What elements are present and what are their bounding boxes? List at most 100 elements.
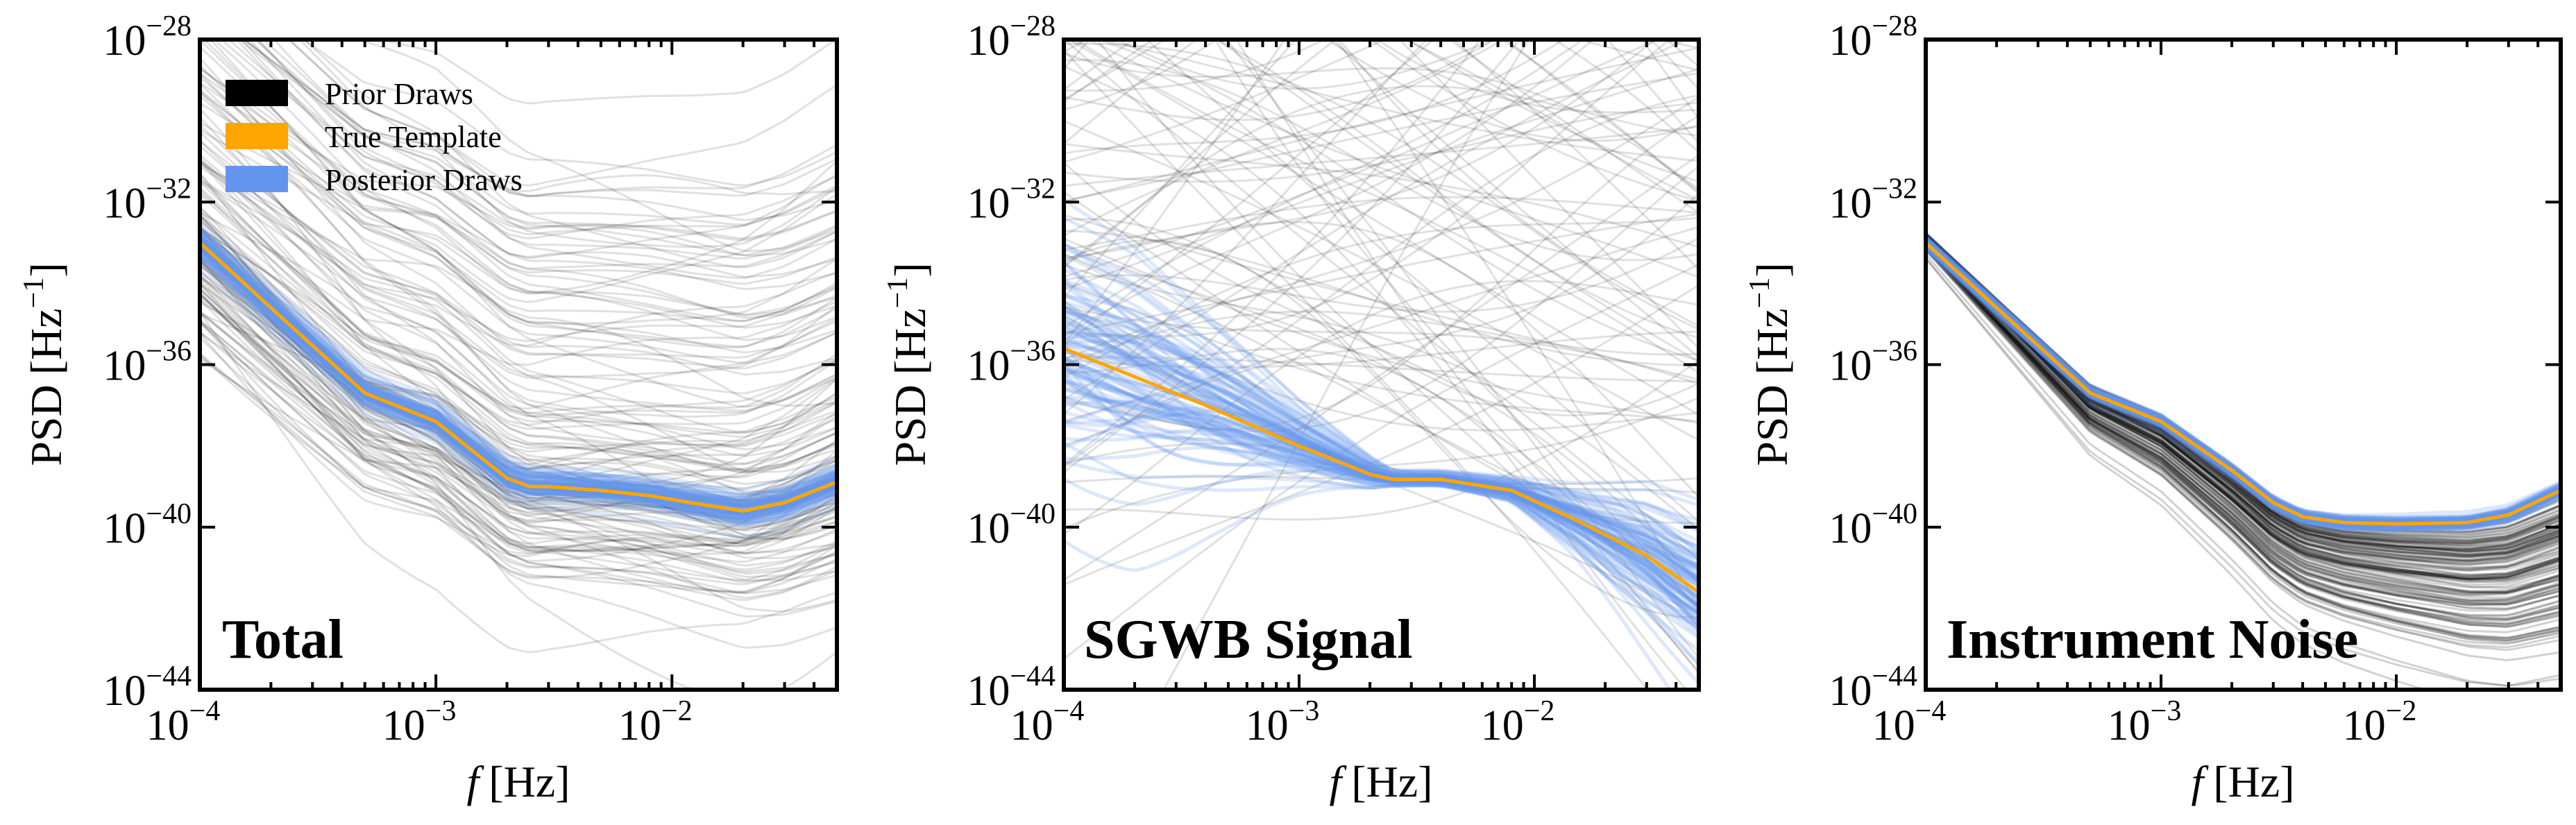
posterior-draw-line	[1926, 246, 2561, 532]
prior-draw-line	[200, 227, 837, 466]
posterior-draw-line	[1064, 396, 1699, 621]
posterior-draw-line	[1064, 400, 1699, 613]
panel-label: Total	[222, 609, 344, 670]
posterior-draw-line	[1064, 371, 1699, 609]
prior-draw-line	[1926, 233, 2561, 550]
y-tick-label: 10−36	[967, 336, 1056, 390]
prior-draw-line	[1064, 310, 1699, 366]
prior-draw-line	[1064, 40, 1507, 237]
y-tick-label: 10−28	[103, 10, 192, 65]
posterior-draw-line	[200, 250, 837, 521]
y-axis-label-text: PSD	[22, 384, 71, 466]
prior-draw-line	[200, 91, 837, 474]
prior-draw-line	[1926, 234, 2561, 545]
prior-draw-line	[200, 191, 837, 366]
prior-draw-line	[1064, 40, 1595, 337]
prior-draw-line	[1064, 0, 1699, 24]
y-axis-label-text: PSD	[1747, 384, 1797, 466]
prior-draw-line	[1064, 330, 1699, 368]
prior-draw-line	[200, 212, 837, 541]
prior-draw-line	[200, 337, 837, 595]
prior-draw-line	[1926, 234, 2561, 552]
prior-draw-line	[200, 260, 837, 567]
true-template-layer	[1926, 241, 2561, 526]
posterior-draw-line	[1926, 249, 2561, 534]
prior-draw-line	[1926, 235, 2561, 536]
posterior-draw-line	[1064, 349, 1699, 586]
posterior-draw-line	[1064, 373, 1699, 622]
prior-draw-line	[1926, 239, 2561, 578]
posterior-draw-line	[200, 227, 837, 496]
posterior-draw-line	[1064, 321, 1699, 570]
prior-draw-line	[1096, 40, 1699, 162]
posterior-draw-line	[1926, 239, 2561, 523]
posterior-draw-line	[1064, 410, 1699, 633]
posterior-draws-layer	[1926, 231, 2561, 534]
prior-draw-line	[1064, 40, 1429, 415]
posterior-draw-line	[1064, 365, 1699, 609]
prior-draw-line	[1926, 235, 2561, 569]
posterior-draw-line	[1064, 380, 1699, 614]
posterior-draw-line	[1064, 242, 1699, 528]
prior-draw-line	[200, 331, 837, 579]
axis-ticks: 10−44 10−40 10−36 10−32 10−28 10−4 10−3 10−2	[103, 10, 838, 749]
prior-draw-line	[1926, 244, 2561, 628]
prior-draw-line	[200, 309, 837, 602]
prior-draw-line	[1926, 245, 2561, 602]
posterior-draw-line	[200, 268, 837, 539]
posterior-draw-line	[1926, 248, 2561, 531]
y-tick-label: 10−36	[103, 336, 192, 390]
posterior-draw-line	[200, 248, 837, 519]
posterior-draw-line	[1064, 368, 1699, 608]
prior-draw-line	[200, 160, 837, 407]
prior-draw-line	[200, 320, 837, 541]
posterior-draw-line	[1064, 378, 1699, 617]
prior-draw-line	[1064, 0, 1699, 26]
posterior-draw-line	[1064, 306, 1699, 568]
y-axis-label-unit: [Hz	[1747, 308, 1797, 375]
prior-draw-line	[200, 173, 837, 474]
prior-draw-line	[248, 40, 837, 260]
y-tick-label: 10−32	[967, 173, 1056, 227]
posterior-draw-line	[200, 253, 837, 525]
posterior-draw-line	[1064, 396, 1699, 615]
prior-draw-line	[1064, 162, 1699, 584]
posterior-draw-line	[200, 228, 837, 497]
prior-draw-line	[1926, 234, 2561, 556]
prior-draw-line	[1926, 253, 2561, 688]
prior-draw-line	[200, 237, 837, 541]
prior-draw-line	[1926, 241, 2561, 593]
posterior-draw-line	[1926, 247, 2561, 531]
prior-draw-line	[1926, 235, 2561, 550]
prior-draw-line	[1085, 40, 1699, 279]
prior-draw-line	[1926, 234, 2561, 540]
prior-draw-line	[200, 227, 837, 457]
prior-draw-line	[1096, 40, 1699, 362]
prior-draw-line	[1064, 40, 1585, 329]
y-axis-label: PSD [Hz−1]	[1744, 262, 1797, 466]
prior-draw-line	[1064, 0, 1699, 13]
prior-draw-line	[1926, 241, 2561, 577]
posterior-draw-line	[200, 235, 837, 507]
y-axis-label-unit: [Hz	[886, 308, 935, 375]
prior-draw-line	[200, 165, 837, 409]
prior-draw-line	[1926, 240, 2561, 599]
posterior-draw-line	[1926, 244, 2561, 528]
posterior-draw-line	[1064, 324, 1699, 582]
prior-draw-line	[219, 40, 837, 240]
x-axis-label-var: f	[2191, 757, 2209, 806]
prior-draw-line	[1926, 238, 2561, 566]
prior-draw-line	[1064, 40, 1699, 561]
posterior-draw-line	[1064, 385, 1699, 616]
x-tick-label: 10−4	[146, 695, 221, 749]
prior-draw-line	[200, 231, 837, 559]
prior-draw-line	[200, 301, 837, 690]
prior-draw-line	[1064, 263, 1699, 660]
prior-draw-line	[1926, 244, 2561, 621]
prior-draw-line	[359, 40, 837, 253]
y-axis-label-close: ]	[1747, 262, 1797, 277]
prior-draw-line	[1926, 248, 2561, 643]
posterior-draw-line	[1926, 239, 2561, 525]
prior-draw-line	[1162, 40, 1530, 690]
posterior-draw-line	[1064, 366, 1699, 612]
